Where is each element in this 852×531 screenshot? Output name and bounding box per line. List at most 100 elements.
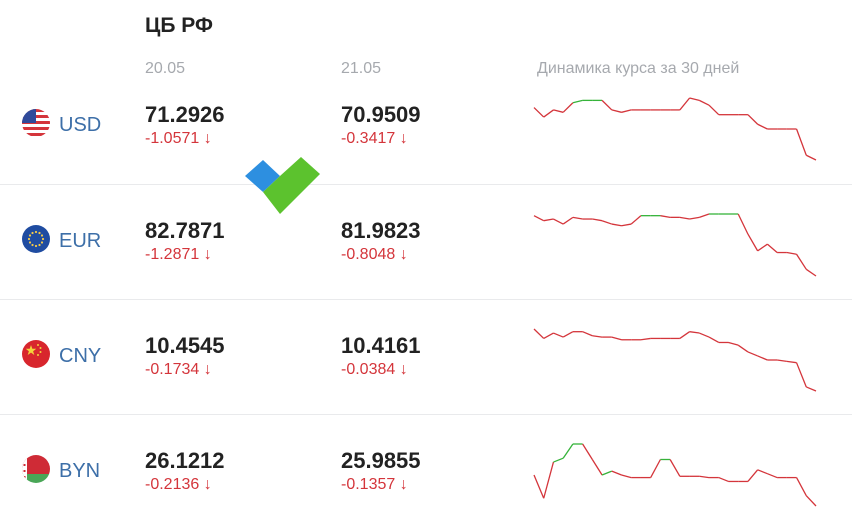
row-divider	[0, 184, 852, 185]
sparkline-segment	[786, 251, 797, 255]
sparkline-chart	[533, 213, 817, 277]
rate-value-date1: 82.7871	[145, 218, 225, 243]
sparkline-segment	[718, 476, 729, 483]
sparkline-segment	[747, 114, 759, 125]
rate-change-date2: -0.0384 ↓	[341, 361, 408, 378]
sparkline-segment	[533, 215, 545, 222]
sparkline-segment	[611, 223, 622, 227]
sparkline-segment	[689, 97, 700, 102]
sparkline-segment	[689, 216, 700, 220]
currency-code[interactable]: EUR	[59, 230, 102, 252]
rate-value-date1: 26.1212	[145, 448, 225, 473]
sparkline-segment	[601, 470, 613, 476]
sparkline-segment	[601, 99, 613, 111]
rate-value-date1: 71.2926	[145, 102, 225, 127]
sparkline-segment	[562, 443, 574, 459]
sparkline-segment	[795, 362, 807, 388]
sparkline-segment	[543, 218, 554, 222]
sparkline-segment	[621, 474, 632, 479]
rate-value-date2: 70.9509	[341, 102, 421, 127]
sparkline-segment	[805, 154, 817, 161]
sparkline-segment	[582, 331, 593, 337]
sparkline-segment	[611, 109, 622, 113]
sparkline-segment	[640, 337, 651, 341]
currency-row-eur[interactable]: EUR 82.7871 -1.2871 ↓ 81.9823 -0.8048 ↓	[0, 185, 852, 300]
rate-change-date1: -0.1734 ↓	[145, 361, 212, 378]
sparkline-segment	[747, 469, 759, 482]
rate-value-date2: 81.9823	[341, 218, 421, 243]
sparkline-segment	[699, 99, 710, 106]
column-header-chart: Динамика курса за 30 дней	[537, 60, 740, 77]
rate-change-date1: -1.0571 ↓	[145, 130, 212, 147]
sparkline-segment	[708, 336, 720, 344]
column-header-date2: 21.05	[341, 60, 382, 77]
sparkline-segment	[795, 477, 807, 496]
rate-value-date1: 10.4545	[145, 333, 225, 358]
sparkline-segment	[679, 216, 690, 220]
sparkline-segment	[553, 109, 564, 113]
sparkline-segment	[543, 332, 554, 340]
sparkline-chart	[533, 97, 817, 161]
sparkline-segment	[669, 459, 681, 477]
sparkline-segment	[601, 220, 613, 225]
sparkline-segment	[592, 218, 603, 222]
rate-change-date2: -0.1357 ↓	[341, 476, 408, 493]
sparkline-segment	[533, 328, 545, 339]
sparkline-segment	[805, 268, 817, 277]
sparkline-segment	[689, 331, 700, 334]
sparkline-chart	[533, 443, 817, 507]
rate-value-date2: 10.4161	[341, 333, 421, 358]
page-title: ЦБ РФ	[145, 14, 213, 37]
currency-row-cny[interactable]: CNY 10.4545 -0.1734 ↓ 10.4161 -0.0384 ↓	[0, 300, 852, 415]
sparkline-segment	[805, 495, 817, 507]
row-divider	[0, 299, 852, 300]
sparkline-segment	[553, 332, 564, 338]
sparkline-segment	[777, 359, 787, 362]
by-flag-icon	[22, 455, 50, 483]
currency-code[interactable]: CNY	[59, 345, 102, 367]
sparkline-segment	[757, 469, 768, 475]
rate-change-date2: -0.8048 ↓	[341, 246, 408, 263]
sparkline-segment	[621, 109, 632, 113]
rate-change-date1: -1.2871 ↓	[145, 246, 212, 263]
currency-row-usd[interactable]: USD 71.2926 -1.0571 ↓ 70.9509 -0.3417 ↓	[0, 70, 852, 185]
sparkline-segment	[650, 459, 661, 478]
currency-code[interactable]: BYN	[59, 460, 101, 482]
sparkline-segment	[592, 335, 603, 338]
sparkline-segment	[553, 457, 564, 463]
sparkline-segment	[572, 216, 583, 220]
sparkline-segment	[747, 233, 759, 252]
sparkline-segment	[582, 443, 593, 460]
sparkline-segment	[562, 216, 574, 225]
currency-code[interactable]: USD	[59, 114, 102, 136]
sparkline-segment	[553, 218, 564, 225]
sparkline-segment	[806, 386, 817, 392]
us-flag-icon	[22, 109, 50, 137]
sparkline-chart	[533, 328, 817, 392]
sparkline-segment	[562, 331, 574, 338]
sparkline-segment	[572, 99, 583, 104]
currency-row-byn[interactable]: BYN 26.1212 -0.2136 ↓ 25.9855 -0.1357 ↓	[0, 415, 852, 530]
row-divider	[0, 414, 852, 415]
sparkline-segment	[611, 470, 622, 476]
sparkline-segment	[621, 223, 632, 227]
sparkline-segment	[699, 332, 710, 338]
sparkline-segment	[543, 461, 555, 499]
sparkline-segment	[757, 243, 768, 252]
sparkline-segment	[728, 341, 739, 346]
sparkline-segment	[766, 243, 778, 254]
sparkline-segment	[543, 109, 554, 118]
sparkline-segment	[737, 344, 749, 353]
sparkline-segment	[533, 474, 545, 499]
eu-flag-icon	[22, 225, 50, 253]
sparkline-segment	[796, 253, 807, 270]
sparkline-segment	[611, 336, 622, 341]
rate-change-date2: -0.3417 ↓	[341, 130, 408, 147]
sparkline-segment	[747, 351, 758, 357]
sparkline-segment	[591, 459, 603, 476]
checkmark-logo-icon	[245, 157, 320, 214]
sparkline-segment	[786, 360, 797, 364]
rate-change-date1: -0.2136 ↓	[145, 476, 212, 493]
sparkline-segment	[699, 213, 710, 218]
sparkline-segment	[630, 215, 642, 225]
